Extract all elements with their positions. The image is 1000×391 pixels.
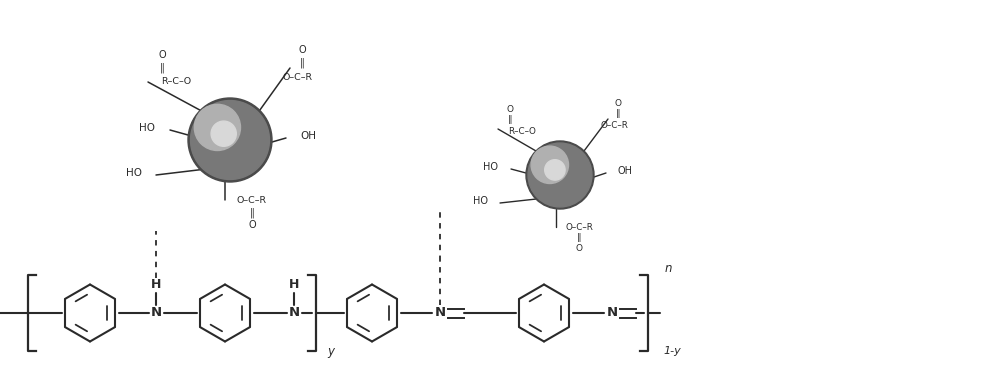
Text: HO: HO xyxy=(483,162,498,172)
Text: O–C–R: O–C–R xyxy=(237,196,267,204)
Circle shape xyxy=(526,141,594,209)
Circle shape xyxy=(194,104,240,151)
Text: ‖: ‖ xyxy=(508,115,512,124)
Text: O–C–R: O–C–R xyxy=(283,72,313,81)
Text: R–C–O: R–C–O xyxy=(161,77,191,86)
Text: H: H xyxy=(289,278,299,292)
Text: O: O xyxy=(614,99,622,108)
Circle shape xyxy=(528,143,592,207)
Text: ‖: ‖ xyxy=(250,208,254,218)
Text: ‖: ‖ xyxy=(300,58,304,68)
Circle shape xyxy=(211,121,236,146)
Text: O: O xyxy=(576,244,582,253)
Text: O–C–R: O–C–R xyxy=(600,120,628,129)
Text: N: N xyxy=(150,307,162,319)
Text: N: N xyxy=(288,307,300,319)
Text: 1-y: 1-y xyxy=(663,346,681,356)
Text: O: O xyxy=(506,104,514,113)
Text: HO: HO xyxy=(473,196,488,206)
Text: n: n xyxy=(664,262,672,276)
Text: HO: HO xyxy=(139,123,155,133)
Text: ‖: ‖ xyxy=(160,63,164,73)
Text: ‖: ‖ xyxy=(616,109,620,118)
Text: H: H xyxy=(151,278,161,292)
Text: O: O xyxy=(248,220,256,230)
Text: O: O xyxy=(158,50,166,60)
Text: O–C–R: O–C–R xyxy=(565,222,593,231)
Text: N: N xyxy=(434,307,446,319)
Text: OH: OH xyxy=(300,131,316,141)
Circle shape xyxy=(188,98,272,182)
Text: OH: OH xyxy=(618,166,633,176)
Text: y: y xyxy=(328,344,334,357)
Circle shape xyxy=(545,160,565,180)
Text: N: N xyxy=(606,307,618,319)
Text: R–C–O: R–C–O xyxy=(508,127,536,136)
Text: ‖: ‖ xyxy=(577,233,581,242)
Circle shape xyxy=(531,146,568,183)
Text: O: O xyxy=(298,45,306,55)
Circle shape xyxy=(191,100,269,179)
Text: HO: HO xyxy=(126,168,142,178)
